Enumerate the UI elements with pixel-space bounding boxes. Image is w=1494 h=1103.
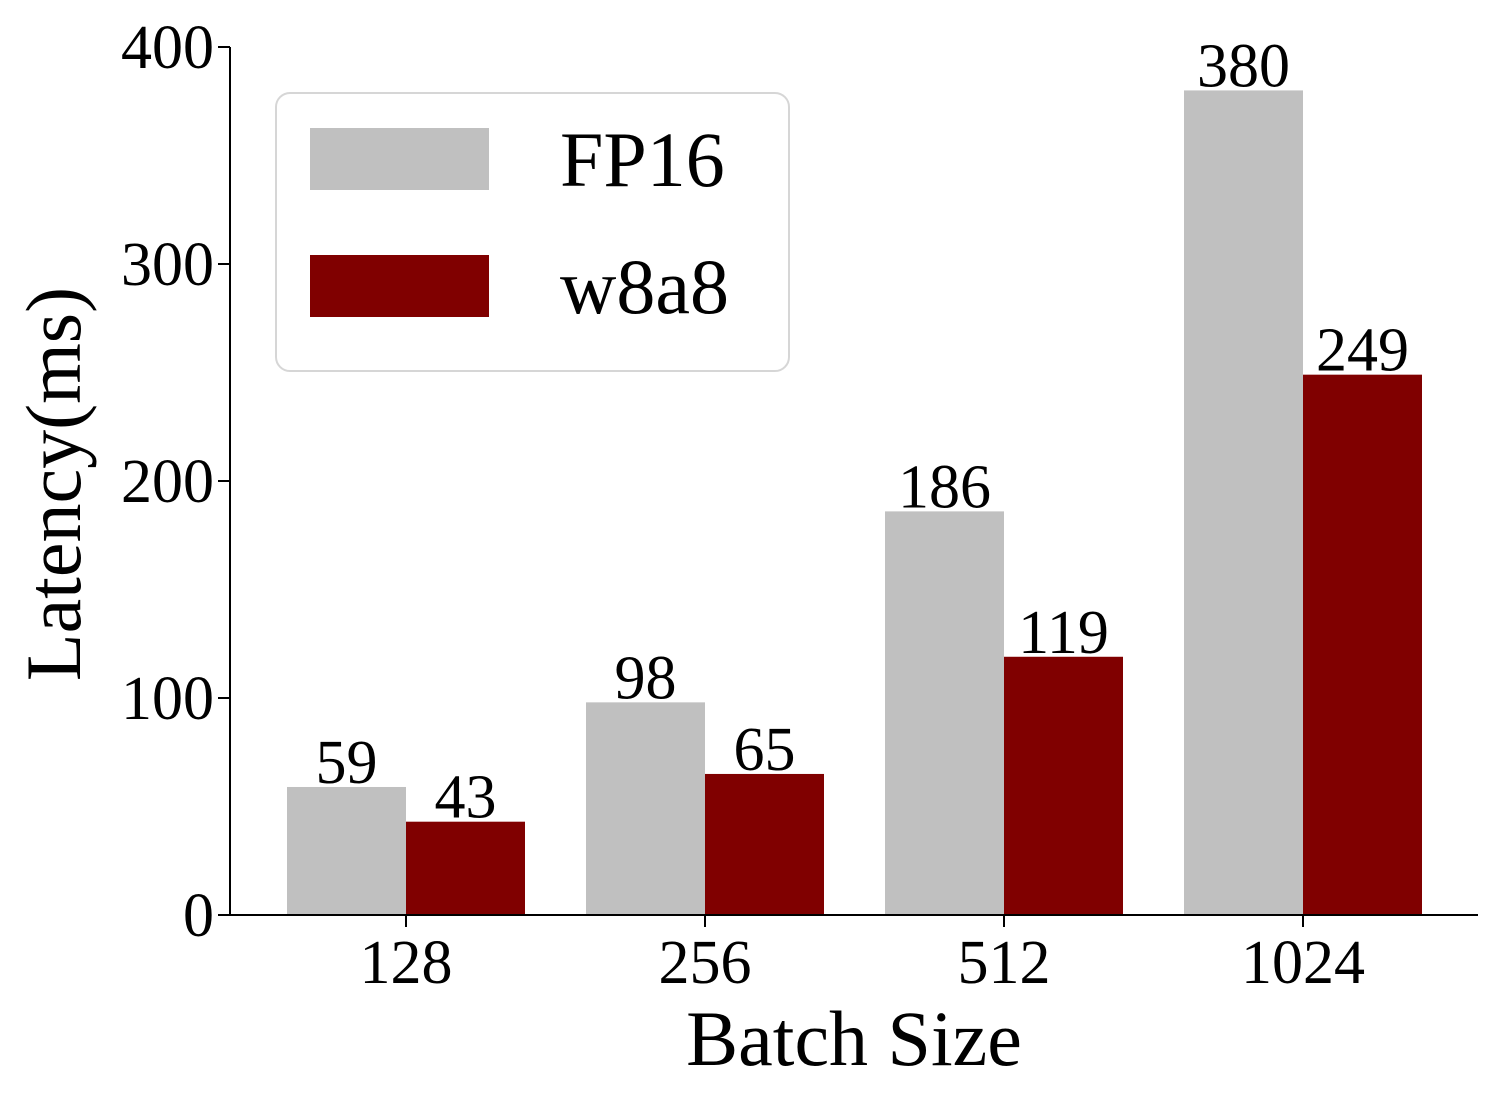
legend-swatch-w8a8	[310, 255, 489, 317]
bar-fp16-256	[586, 702, 705, 915]
x-tick-label-512: 512	[958, 929, 1051, 997]
value-label-w8a8-1024: 249	[1316, 317, 1409, 385]
legend-swatch-fp16	[310, 128, 489, 190]
bar-fp16-512	[885, 511, 1004, 915]
value-label-w8a8-128: 43	[435, 764, 497, 832]
y-tick-label-400: 400	[121, 14, 214, 82]
bar-fp16-1024	[1184, 90, 1303, 915]
y-axis-title: Latency(ms)	[10, 287, 97, 681]
x-tick-label-128: 128	[360, 929, 453, 997]
x-ticks-group: 128 256 512 1024	[360, 915, 1365, 997]
legend: FP16 w8a8	[275, 92, 790, 372]
legend-label-w8a8: w8a8	[560, 243, 729, 330]
value-label-fp16-512: 186	[898, 453, 991, 521]
value-label-w8a8-256: 65	[734, 716, 796, 784]
bar-fp16-128	[287, 786, 406, 915]
bar-w8a8-256	[705, 773, 824, 915]
value-label-w8a8-512: 119	[1018, 599, 1109, 667]
value-labels-group: 59 98 186 380 43 65 119 249	[316, 32, 1410, 831]
bar-w8a8-1024	[1303, 374, 1422, 915]
bar-w8a8-512	[1004, 656, 1123, 915]
value-label-fp16-1024: 380	[1197, 32, 1290, 100]
y-tick-label-0: 0	[183, 882, 214, 950]
x-tick-label-256: 256	[659, 929, 752, 997]
bars-group	[287, 90, 1422, 915]
y-ticks-group: 0 100 200 300 400	[121, 14, 230, 950]
value-label-fp16-128: 59	[316, 729, 378, 797]
bar-w8a8-128	[406, 821, 525, 915]
y-tick-label-100: 100	[121, 665, 214, 733]
y-tick-label-200: 200	[121, 448, 214, 516]
x-axis-title: Batch Size	[686, 995, 1022, 1082]
legend-label-fp16: FP16	[560, 116, 725, 203]
value-label-fp16-256: 98	[615, 644, 677, 712]
legend-items: FP16 w8a8	[310, 116, 729, 330]
y-tick-label-300: 300	[121, 231, 214, 299]
x-tick-label-1024: 1024	[1241, 929, 1365, 997]
